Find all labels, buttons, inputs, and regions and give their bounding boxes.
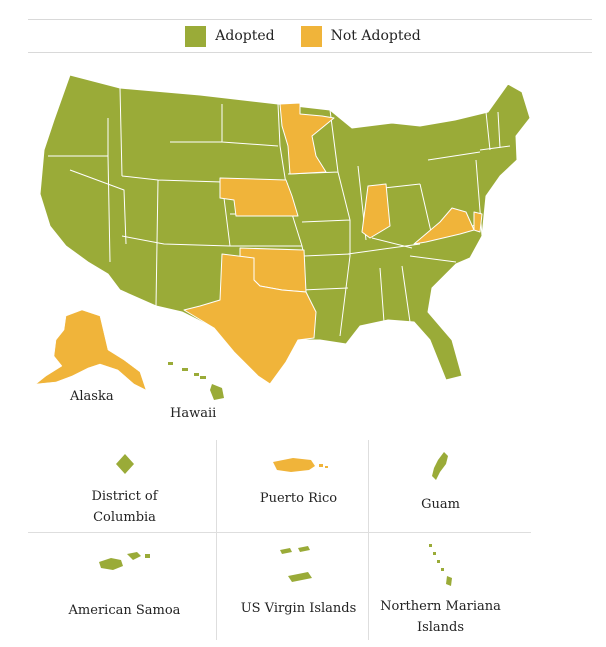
not-adopted-swatch: [300, 25, 322, 47]
territory-nmi-label-line2: Islands: [416, 620, 465, 635]
grid-divider: [28, 532, 531, 533]
grid-divider: [368, 440, 369, 640]
legend-item-not-adopted: Not Adopted: [300, 25, 421, 47]
territory-us-virgin-islands[interactable]: US Virgin Islands: [216, 544, 381, 619]
us-map: [35, 74, 531, 400]
territory-northern-mariana-islands[interactable]: Northern Mariana Islands: [358, 540, 523, 638]
american-samoa-shape-icon: [98, 552, 150, 570]
territory-dc[interactable]: District of Columbia: [42, 450, 207, 528]
us-virgin-islands-shape-icon: [279, 546, 312, 582]
northern-mariana-islands-shape-icon: [428, 544, 452, 586]
legend-label-not-adopted: Not Adopted: [330, 28, 421, 44]
territory-nmi-label-line1: Northern Mariana: [380, 599, 501, 614]
state-maryland-delaware[interactable]: [473, 211, 483, 233]
territory-guam[interactable]: Guam: [358, 450, 523, 515]
grid-divider: [216, 440, 217, 640]
state-nebraska[interactable]: [219, 177, 299, 217]
territory-dc-label-line1: District of: [91, 489, 158, 504]
legend-top-divider: [28, 19, 592, 20]
territory-puerto-rico[interactable]: Puerto Rico: [216, 454, 381, 509]
territory-us-virgin-islands-label: US Virgin Islands: [240, 601, 357, 616]
territory-puerto-rico-label: Puerto Rico: [259, 491, 338, 506]
state-indiana[interactable]: [361, 183, 391, 239]
dc-shape-icon: [115, 454, 134, 474]
alaska-label: Alaska: [70, 389, 114, 404]
territory-american-samoa[interactable]: American Samoa: [42, 548, 207, 621]
legend-bottom-divider: [28, 52, 592, 53]
state-alaska[interactable]: [35, 309, 147, 391]
legend-label-adopted: Adopted: [215, 28, 275, 44]
territories-grid: District of Columbia Puerto Rico Guam Am…: [28, 440, 531, 640]
legend-item-adopted: Adopted: [185, 25, 275, 47]
state-virginia[interactable]: [413, 207, 475, 245]
territory-guam-label: Guam: [421, 497, 460, 512]
map-legend: Adopted Not Adopted: [0, 25, 606, 47]
guam-shape-icon: [431, 452, 448, 480]
adopted-swatch: [185, 25, 207, 47]
puerto-rico-shape-icon: [272, 458, 328, 472]
hawaii-label: Hawaii: [170, 406, 217, 421]
territory-dc-label-line2: Columbia: [93, 510, 156, 525]
state-hawaii[interactable]: [168, 362, 224, 400]
state-minnesota[interactable]: [279, 102, 335, 175]
state-texas[interactable]: [183, 253, 317, 385]
territory-american-samoa-label: American Samoa: [68, 603, 181, 618]
